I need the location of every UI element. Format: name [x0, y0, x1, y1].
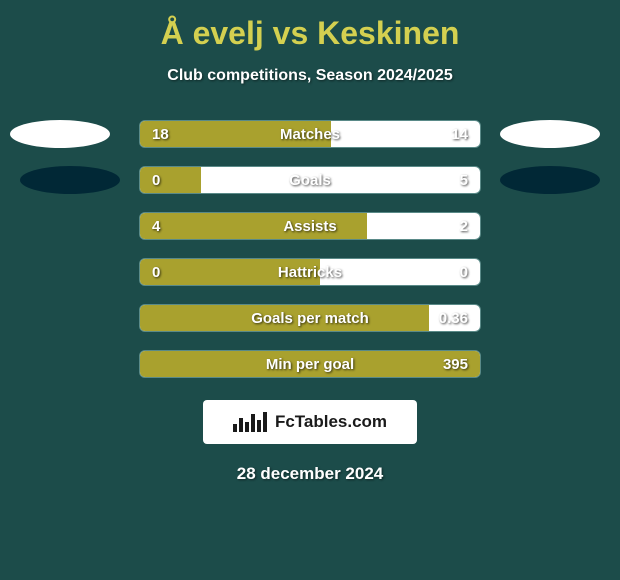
player-left-marker [10, 120, 110, 148]
stat-row: 18Matches14 [0, 120, 620, 148]
stat-bar: 0Goals5 [139, 166, 481, 194]
stat-bar: Min per goal395 [139, 350, 481, 378]
stat-value-right: 5 [460, 172, 468, 189]
icon-bar [263, 412, 267, 432]
stat-label: Hattricks [140, 264, 480, 281]
icon-bar [239, 418, 243, 432]
icon-bar [233, 424, 237, 432]
comparison-subtitle: Club competitions, Season 2024/2025 [0, 67, 620, 85]
player-right-marker [500, 166, 600, 194]
fctables-badge: FcTables.com [203, 400, 417, 444]
stat-value-right: 395 [443, 356, 468, 373]
bar-chart-icon [233, 412, 267, 432]
stat-bar: 4Assists2 [139, 212, 481, 240]
stat-label: Matches [140, 126, 480, 143]
stats-container: 18Matches140Goals54Assists20Hattricks0Go… [0, 120, 620, 378]
stat-bar: Goals per match0.36 [139, 304, 481, 332]
stat-value-right: 0 [460, 264, 468, 281]
stat-label: Assists [140, 218, 480, 235]
stat-label: Min per goal [140, 356, 480, 373]
snapshot-date: 28 december 2024 [0, 464, 620, 484]
stat-label: Goals [140, 172, 480, 189]
stat-value-right: 2 [460, 218, 468, 235]
stat-row: 4Assists2 [0, 212, 620, 240]
stat-bar: 18Matches14 [139, 120, 481, 148]
stat-row: 0Goals5 [0, 166, 620, 194]
icon-bar [257, 420, 261, 432]
fctables-label: FcTables.com [275, 412, 387, 432]
icon-bar [245, 422, 249, 432]
icon-bar [251, 414, 255, 432]
stat-row: Min per goal395 [0, 350, 620, 378]
stat-label: Goals per match [140, 310, 480, 327]
stat-row: Goals per match0.36 [0, 304, 620, 332]
stat-bar: 0Hattricks0 [139, 258, 481, 286]
comparison-title: Å evelj vs Keskinen [0, 0, 620, 52]
stat-value-right: 0.36 [439, 310, 468, 327]
stat-value-right: 14 [451, 126, 468, 143]
stat-row: 0Hattricks0 [0, 258, 620, 286]
player-left-marker [20, 166, 120, 194]
player-right-marker [500, 120, 600, 148]
